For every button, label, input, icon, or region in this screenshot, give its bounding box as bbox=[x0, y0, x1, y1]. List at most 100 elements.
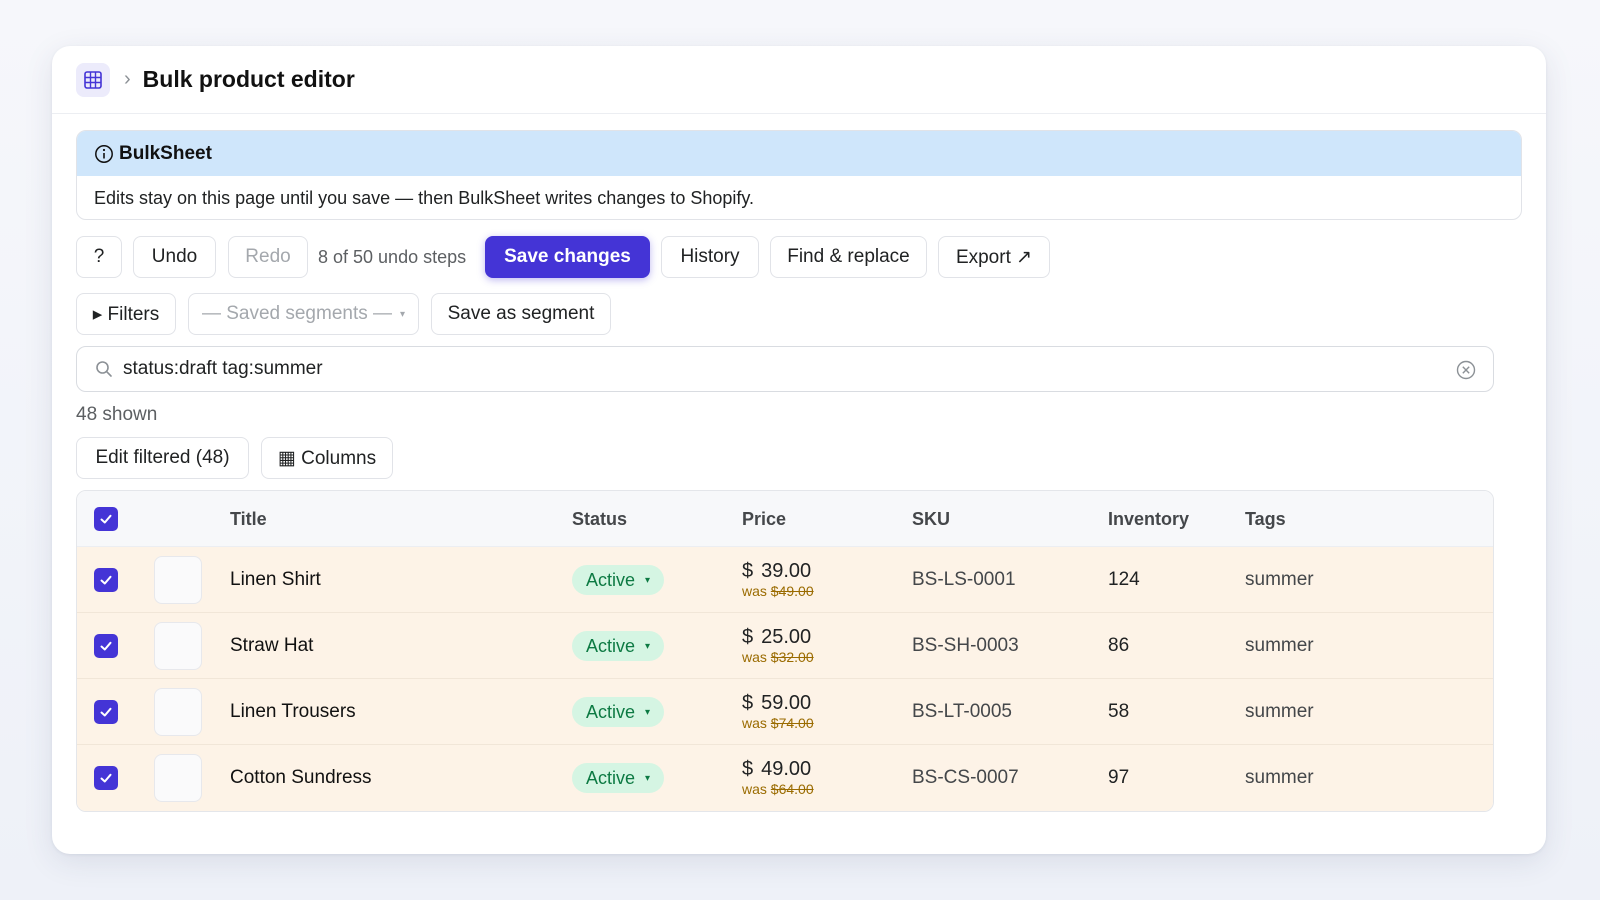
save-segment-button[interactable]: Save as segment bbox=[431, 293, 611, 335]
breadcrumb-separator: › bbox=[124, 68, 131, 90]
undo-button[interactable]: Undo bbox=[133, 236, 216, 278]
column-header-inventory[interactable]: Inventory bbox=[1108, 508, 1190, 529]
previous-price: $49.00 bbox=[770, 583, 814, 599]
undo-steps-count: 8 of 50 undo steps bbox=[318, 246, 467, 267]
inventory-value[interactable]: 86 bbox=[1108, 635, 1130, 656]
columns-button[interactable]: ▦ Columns bbox=[261, 437, 393, 479]
was-label: was bbox=[742, 781, 771, 797]
save-changes-button[interactable]: Save changes bbox=[485, 236, 650, 278]
price-cell[interactable]: $39.00 was $49.00 bbox=[742, 547, 814, 613]
edit-filtered-button[interactable]: Edit filtered (48) bbox=[76, 437, 249, 479]
row-checkbox[interactable] bbox=[94, 568, 118, 592]
row-checkbox[interactable] bbox=[94, 700, 118, 724]
clear-search-icon[interactable] bbox=[1455, 359, 1477, 381]
saved-segments-select[interactable]: — Saved segments — ▾ bbox=[188, 293, 419, 335]
column-header-tags[interactable]: Tags bbox=[1245, 508, 1286, 529]
column-header-sku[interactable]: SKU bbox=[912, 508, 951, 529]
info-banner: BulkSheet Edits stay on this page until … bbox=[76, 130, 1522, 220]
tags-value[interactable]: summer bbox=[1245, 635, 1314, 656]
price-cell[interactable]: $25.00 was $32.00 bbox=[742, 613, 814, 679]
check-icon bbox=[100, 773, 112, 783]
column-header-status[interactable]: Status bbox=[572, 508, 628, 529]
price-value: 59.00 bbox=[761, 692, 812, 714]
was-label: was bbox=[742, 649, 771, 665]
search-input[interactable]: status:draft tag:summer bbox=[123, 358, 323, 379]
banner-header: BulkSheet bbox=[77, 131, 1521, 176]
status-label: Active bbox=[586, 701, 636, 722]
help-button[interactable]: ? bbox=[76, 236, 122, 278]
product-title[interactable]: Cotton Sundress bbox=[230, 767, 372, 788]
status-dropdown[interactable]: Active ▾ bbox=[572, 697, 665, 727]
search-bar[interactable]: status:draft tag:summer bbox=[76, 346, 1494, 392]
price-cell[interactable]: $49.00 was $64.00 bbox=[742, 745, 814, 811]
product-thumbnail[interactable] bbox=[154, 688, 202, 736]
check-icon bbox=[100, 514, 112, 524]
table-row[interactable]: Linen Trousers Active ▾ $59.00 was $74.0… bbox=[77, 679, 1493, 745]
filters-toggle[interactable]: ▸ Filters bbox=[76, 293, 176, 335]
previous-price: $64.00 bbox=[770, 781, 814, 797]
was-label: was bbox=[742, 583, 771, 599]
history-button[interactable]: History bbox=[661, 236, 759, 278]
banner-title: BulkSheet bbox=[119, 142, 212, 164]
product-thumbnail[interactable] bbox=[154, 622, 202, 670]
chevron-down-icon: ▾ bbox=[645, 772, 651, 784]
page-title: Bulk product editor bbox=[142, 66, 355, 92]
info-icon bbox=[95, 144, 113, 163]
find-replace-button[interactable]: Find & replace bbox=[770, 236, 927, 278]
product-title[interactable]: Linen Shirt bbox=[230, 569, 321, 590]
tags-value[interactable]: summer bbox=[1245, 569, 1314, 590]
previous-price: $74.00 bbox=[770, 715, 814, 731]
status-label: Active bbox=[586, 569, 636, 590]
price-cell[interactable]: $59.00 was $74.00 bbox=[742, 679, 814, 745]
products-table: Title Status Price SKU Inventory Tags Li… bbox=[76, 490, 1494, 812]
previous-price: $32.00 bbox=[770, 649, 814, 665]
tags-value[interactable]: summer bbox=[1245, 701, 1314, 722]
redo-button[interactable]: Redo bbox=[228, 236, 308, 278]
table-row[interactable]: Cotton Sundress Active ▾ $49.00 was $64.… bbox=[77, 745, 1493, 811]
status-label: Active bbox=[586, 767, 636, 788]
select-all-checkbox[interactable] bbox=[94, 507, 118, 531]
inventory-value[interactable]: 124 bbox=[1108, 569, 1140, 590]
app-card: › Bulk product editor BulkSheet Edits st… bbox=[52, 46, 1546, 854]
row-checkbox[interactable] bbox=[94, 766, 118, 790]
table-row[interactable]: Straw Hat Active ▾ $25.00 was $32.00 BS-… bbox=[77, 613, 1493, 679]
product-thumbnail[interactable] bbox=[154, 754, 202, 802]
status-dropdown[interactable]: Active ▾ bbox=[572, 565, 665, 595]
page-header: › Bulk product editor bbox=[52, 46, 1546, 114]
status-dropdown[interactable]: Active ▾ bbox=[572, 631, 665, 661]
product-title[interactable]: Straw Hat bbox=[230, 635, 314, 656]
sku-value[interactable]: BS-SH-0003 bbox=[912, 635, 1019, 656]
tags-value[interactable]: summer bbox=[1245, 767, 1314, 788]
chevron-down-icon: ▾ bbox=[645, 574, 651, 586]
status-dropdown[interactable]: Active ▾ bbox=[572, 763, 665, 793]
search-icon bbox=[96, 361, 112, 377]
sku-value[interactable]: BS-LT-0005 bbox=[912, 701, 1012, 722]
currency-symbol: $ bbox=[742, 758, 754, 780]
spreadsheet-icon[interactable] bbox=[76, 62, 110, 97]
was-label: was bbox=[742, 715, 771, 731]
sku-value[interactable]: BS-CS-0007 bbox=[912, 767, 1019, 788]
product-title[interactable]: Linen Trousers bbox=[230, 701, 356, 722]
column-header-price[interactable]: Price bbox=[742, 508, 787, 529]
sku-value[interactable]: BS-LS-0001 bbox=[912, 569, 1016, 590]
banner-message: Edits stay on this page until you save —… bbox=[94, 188, 755, 208]
table-row[interactable]: Linen Shirt Active ▾ $39.00 was $49.00 B… bbox=[77, 547, 1493, 613]
product-thumbnail[interactable] bbox=[154, 556, 202, 604]
currency-symbol: $ bbox=[742, 692, 754, 714]
inventory-value[interactable]: 58 bbox=[1108, 701, 1130, 722]
table-header: Title Status Price SKU Inventory Tags bbox=[77, 491, 1493, 547]
currency-symbol: $ bbox=[742, 560, 754, 582]
check-icon bbox=[100, 707, 112, 717]
status-label: Active bbox=[586, 635, 636, 656]
price-value: 39.00 bbox=[761, 560, 812, 582]
inventory-value[interactable]: 97 bbox=[1108, 767, 1130, 788]
row-checkbox[interactable] bbox=[94, 634, 118, 658]
saved-segments-placeholder: — Saved segments — bbox=[201, 303, 393, 324]
check-icon bbox=[100, 575, 112, 585]
chevron-down-icon: ▾ bbox=[400, 308, 406, 320]
chevron-down-icon: ▾ bbox=[645, 640, 651, 652]
currency-symbol: $ bbox=[742, 626, 754, 648]
column-header-title[interactable]: Title bbox=[230, 508, 267, 529]
check-icon bbox=[100, 641, 112, 651]
export-button[interactable]: Export ↗ bbox=[938, 236, 1050, 278]
